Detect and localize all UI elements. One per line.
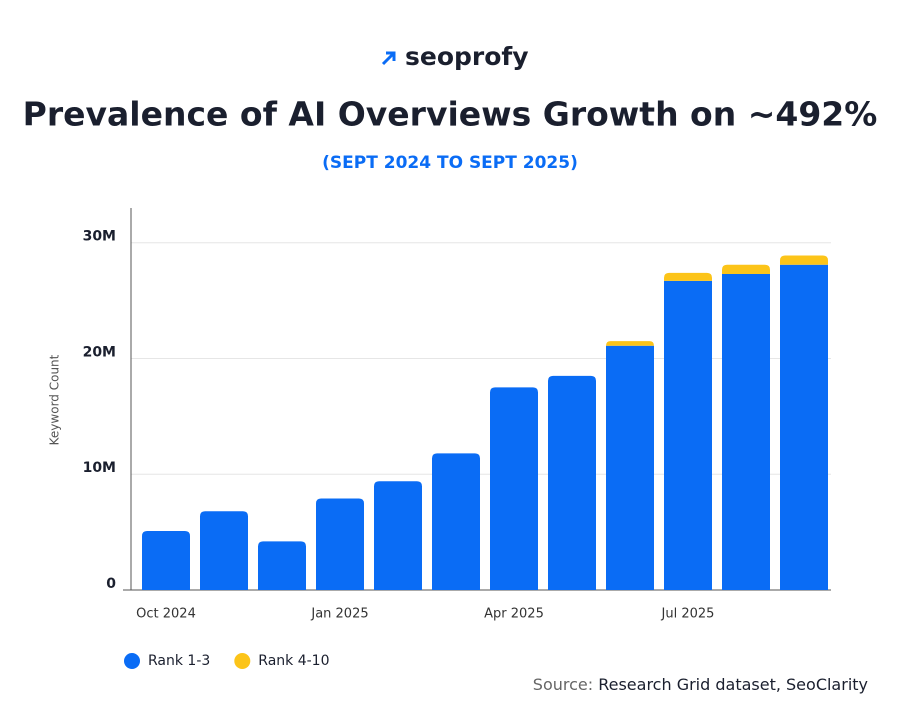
bar-segment xyxy=(548,375,596,590)
y-tick-label: 10M xyxy=(83,460,116,476)
legend-label: Rank 1-3 xyxy=(148,653,210,669)
bar-segment xyxy=(722,273,770,590)
bar-segment xyxy=(780,264,828,590)
bar-segment xyxy=(142,530,190,590)
legend-marker xyxy=(234,653,251,669)
bar-segment xyxy=(780,255,828,265)
bar-segment xyxy=(606,345,654,590)
x-tick-label: Jul 2025 xyxy=(661,607,715,622)
y-tick-label: 20M xyxy=(83,344,116,360)
x-tick-label: Oct 2024 xyxy=(136,607,196,622)
logo-icon xyxy=(381,51,396,66)
x-tick-label: Jan 2025 xyxy=(310,607,368,622)
bar-segment xyxy=(374,481,422,590)
source-text: Research Grid dataset, SeoClarity xyxy=(598,675,868,694)
bar-segment xyxy=(432,453,480,590)
legend-marker xyxy=(124,653,140,669)
bar-segment xyxy=(200,511,248,590)
bar-segment xyxy=(258,541,306,590)
bar-segment xyxy=(606,341,654,346)
chart-subtitle: (SEPT 2024 TO SEPT 2025) xyxy=(322,153,578,173)
logo: seoprofy xyxy=(405,42,529,71)
y-tick-label: 30M xyxy=(83,229,116,245)
source-label: Source: xyxy=(533,675,593,694)
bar-segment xyxy=(722,264,770,274)
x-tick-label: Apr 2025 xyxy=(484,607,544,622)
y-tick-label: 0 xyxy=(106,576,116,592)
bar-segment xyxy=(664,280,712,590)
bar-segment xyxy=(664,272,712,281)
bar-segment xyxy=(316,498,364,590)
source: Source: Research Grid dataset, SeoClarit… xyxy=(533,675,868,694)
chart-title: Prevalence of AI Overviews Growth on ~49… xyxy=(23,95,878,134)
y-axis-label: Keyword Count xyxy=(48,354,62,445)
legend-label: Rank 4-10 xyxy=(258,653,329,669)
bar-segment xyxy=(490,387,538,590)
